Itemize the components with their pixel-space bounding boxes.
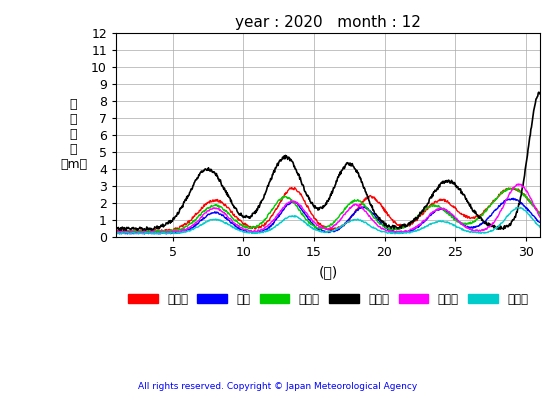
生月島: [516, 182, 522, 186]
唐桑: [417, 223, 424, 228]
経ヶ岸: [417, 211, 424, 215]
上ノ国: [114, 228, 121, 233]
屋久島: [428, 222, 435, 227]
上ノ国: [295, 190, 301, 194]
屋久島: [417, 227, 424, 232]
上ノ国: [118, 230, 125, 235]
Line: 上ノ国: 上ノ国: [116, 188, 540, 232]
屋久島: [310, 227, 317, 231]
生月島: [115, 230, 122, 235]
経ヶ岸: [118, 228, 124, 233]
生月島: [310, 219, 317, 224]
生月島: [173, 229, 179, 233]
生月島: [428, 211, 435, 215]
X-axis label: (日): (日): [319, 265, 337, 279]
唐桑: [113, 231, 119, 236]
上ノ国: [291, 185, 298, 190]
石廠崎: [537, 212, 543, 217]
経ヶ岸: [113, 225, 119, 230]
生月島: [537, 215, 543, 220]
唐桑: [294, 201, 301, 206]
石廠崎: [294, 205, 301, 209]
Line: 屋久島: 屋久島: [116, 207, 540, 234]
Line: 経ヶ岸: 経ヶ岸: [116, 92, 540, 230]
上ノ国: [418, 212, 425, 216]
Line: 生月島: 生月島: [116, 184, 540, 233]
上ノ国: [537, 211, 543, 216]
Text: All rights reserved. Copyright © Japan Meteorological Agency: All rights reserved. Copyright © Japan M…: [138, 382, 417, 391]
屋久島: [113, 231, 119, 236]
生月島: [417, 222, 424, 226]
唐桑: [173, 230, 179, 235]
Line: 唐桑: 唐桑: [116, 198, 540, 234]
唐桑: [428, 213, 435, 218]
石廠崎: [428, 203, 435, 208]
屋久島: [537, 225, 543, 230]
石廠崎: [417, 210, 424, 215]
上ノ国: [173, 227, 179, 232]
屋久島: [173, 231, 179, 236]
経ヶ岸: [537, 92, 543, 96]
Text: 有
義
波
高
（m）: 有 義 波 高 （m）: [60, 98, 87, 171]
Legend: 上ノ国, 唐桑, 石廠崎, 経ヶ岸, 生月島, 屋久島: 上ノ国, 唐桑, 石廠崎, 経ヶ岸, 生月島, 屋久島: [123, 288, 533, 311]
経ヶ岸: [114, 226, 121, 231]
屋久島: [127, 231, 133, 236]
生月島: [113, 229, 119, 234]
石廠崎: [511, 186, 517, 190]
屋久島: [517, 205, 524, 210]
唐桑: [114, 231, 121, 235]
上ノ国: [113, 229, 119, 233]
経ヶ岸: [428, 194, 435, 199]
石廠崎: [310, 223, 317, 228]
生月島: [294, 200, 301, 205]
Line: 石廠崎: 石廠崎: [116, 188, 540, 232]
屋久島: [294, 215, 301, 220]
経ヶ岸: [294, 171, 301, 175]
屋久島: [114, 231, 121, 236]
上ノ国: [428, 202, 435, 207]
経ヶ岸: [536, 90, 542, 94]
唐桑: [510, 196, 517, 201]
石廠崎: [113, 229, 119, 234]
生月島: [113, 231, 120, 235]
経ヶ岸: [173, 214, 179, 218]
唐桑: [310, 222, 317, 227]
石廠崎: [173, 229, 179, 233]
Title: year : 2020   month : 12: year : 2020 month : 12: [235, 15, 421, 30]
石廠崎: [114, 229, 121, 234]
経ヶ岸: [310, 204, 317, 209]
唐桑: [157, 231, 163, 236]
唐桑: [537, 220, 543, 225]
上ノ国: [311, 216, 317, 221]
石廠崎: [128, 230, 135, 235]
